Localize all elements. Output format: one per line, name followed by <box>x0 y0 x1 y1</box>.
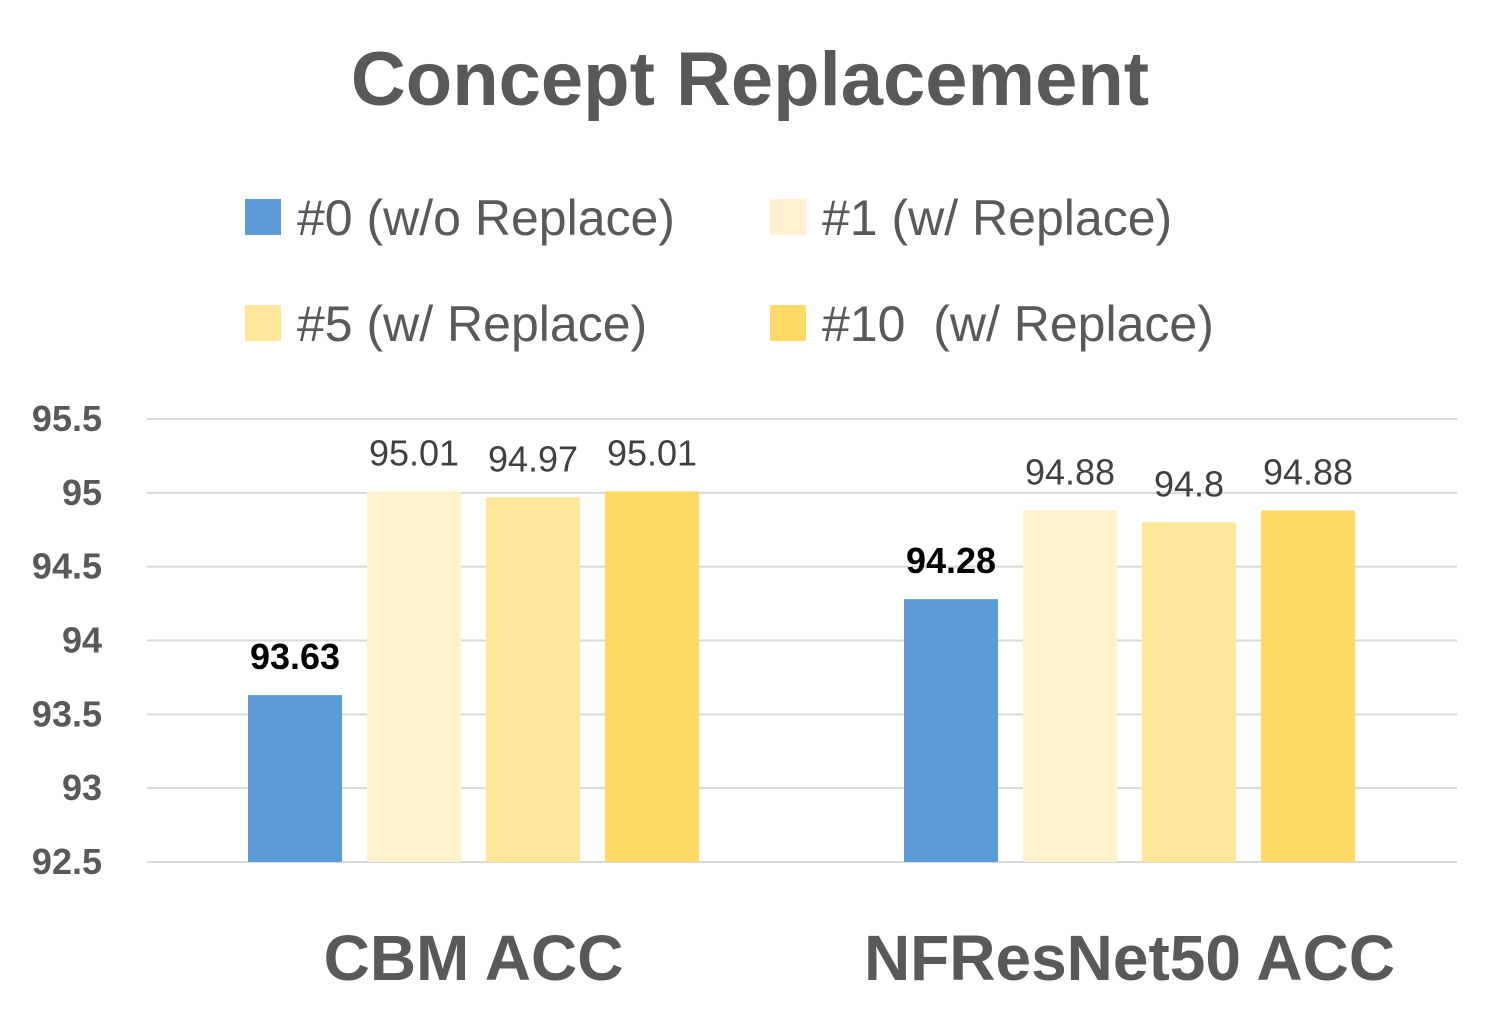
y-tick-label: 92.5 <box>32 841 102 882</box>
y-tick-label: 94 <box>62 620 102 661</box>
bar <box>1261 510 1355 862</box>
data-label: 93.63 <box>250 636 340 677</box>
data-labels: 93.63 95.01 94.97 95.01 94.28 94.88 94.8 94.88 <box>250 432 1353 677</box>
legend-label: #1 (w/ Replace) <box>822 190 1172 246</box>
bars <box>248 491 1355 862</box>
legend-item: #5 (w/ Replace) <box>245 296 647 352</box>
legend-label: #0 (w/o Replace) <box>297 190 675 246</box>
gridlines <box>147 418 1457 863</box>
x-axis: CBM ACC NFResNet50 ACC <box>324 922 1395 994</box>
legend-label: #5 (w/ Replace) <box>297 296 647 352</box>
y-tick-label: 93.5 <box>32 693 102 734</box>
y-tick-label: 95 <box>62 472 102 513</box>
data-label: 95.01 <box>607 432 697 473</box>
bar <box>1142 522 1236 862</box>
legend-item: #1 (w/ Replace) <box>770 190 1172 246</box>
y-axis: 92.5 93 93.5 94 94.5 95 95.5 <box>32 398 102 882</box>
data-label: 94.97 <box>488 438 578 479</box>
data-label: 94.88 <box>1025 452 1115 493</box>
legend: #0 (w/o Replace) #1 (w/ Replace) #5 (w/ Re… <box>245 190 1214 352</box>
bar <box>367 491 461 862</box>
bar <box>904 599 998 862</box>
y-tick-label: 95.5 <box>32 398 102 439</box>
data-label: 94.28 <box>906 540 996 581</box>
y-tick-label: 93 <box>62 767 102 808</box>
y-tick-label: 94.5 <box>32 546 102 587</box>
data-label: 94.88 <box>1263 452 1353 493</box>
legend-swatch <box>245 199 281 235</box>
bar <box>248 695 342 862</box>
bar <box>605 491 699 862</box>
legend-label: #10 (w/ Replace) <box>822 296 1214 352</box>
chart-title: Concept Replacement <box>351 37 1149 122</box>
legend-swatch <box>770 199 806 235</box>
bar <box>486 497 580 862</box>
legend-swatch <box>770 305 806 341</box>
bar <box>1023 510 1117 862</box>
x-category-label: NFResNet50 ACC <box>864 922 1395 994</box>
legend-swatch <box>245 305 281 341</box>
data-label: 95.01 <box>369 432 459 473</box>
data-label: 94.8 <box>1154 463 1224 504</box>
x-category-label: CBM ACC <box>324 922 624 994</box>
legend-item: #0 (w/o Replace) <box>245 190 675 246</box>
legend-item: #10 (w/ Replace) <box>770 296 1214 352</box>
